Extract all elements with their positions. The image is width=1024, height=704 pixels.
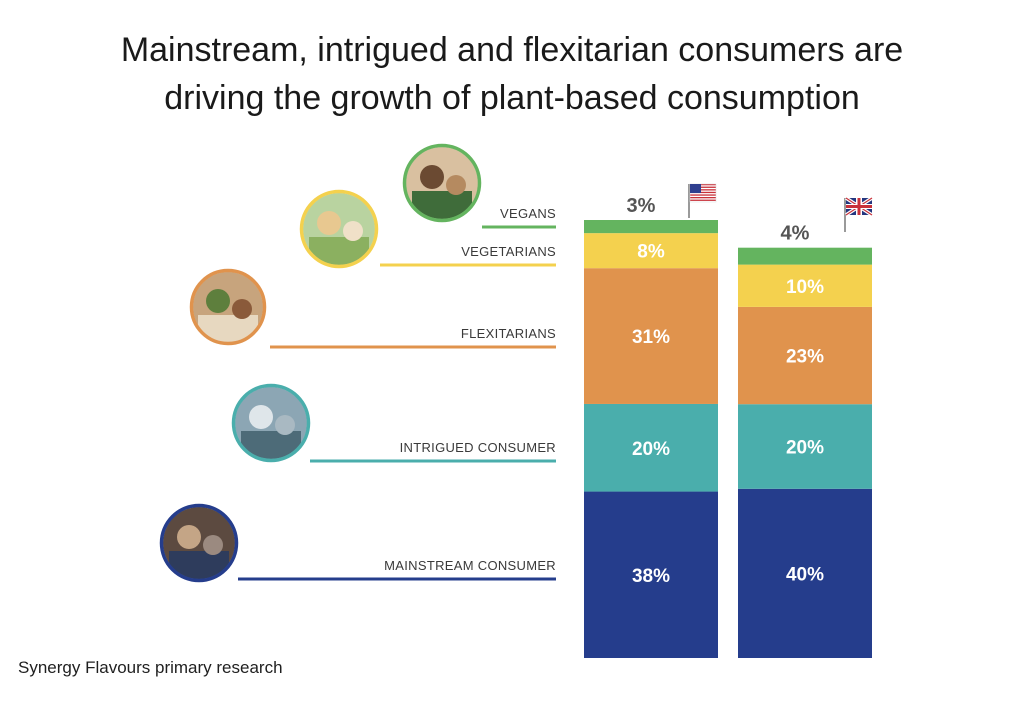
source-footnote: Synergy Flavours primary research <box>18 658 283 677</box>
bar-segment-vegans-uk <box>738 247 872 265</box>
data-label-vegans-us: 3% <box>627 195 656 217</box>
data-label-intrigued-consumer-us: 20% <box>632 439 670 460</box>
vegans-photo-icon <box>159 503 239 583</box>
vegetarians-photo-icon <box>231 383 311 463</box>
data-label-flexitarians-uk: 23% <box>786 347 824 368</box>
data-label-mainstream-consumer-us: 38% <box>632 566 670 587</box>
data-label-mainstream-consumer-uk: 40% <box>786 564 824 585</box>
category-label-vegans: VEGANS <box>500 206 556 221</box>
uk-flag-icon <box>844 196 873 232</box>
category-label-intrigued-consumer: INTRIGUED CONSUMER <box>400 440 556 455</box>
mainstream-consumer-photo-icon <box>402 143 482 223</box>
data-label-vegetarians-us: 8% <box>637 242 665 263</box>
chart-title-line-2: driving the growth of plant-based consum… <box>164 79 860 117</box>
data-label-vegans-uk: 4% <box>781 223 810 245</box>
data-label-intrigued-consumer-uk: 20% <box>786 438 824 459</box>
category-label-mainstream-consumer: MAINSTREAM CONSUMER <box>384 558 556 573</box>
chart-title-line-1: Mainstream, intrigued and flexitarian co… <box>120 31 904 69</box>
bar-segment-vegans-us <box>584 220 718 234</box>
bar-segment-flexitarians-us <box>584 268 718 404</box>
chart-title: Mainstream, intrigued and flexitarian co… <box>0 26 1024 122</box>
bar-segment-flexitarians-uk <box>738 306 872 405</box>
category-label-flexitarians: FLEXITARIANS <box>461 326 556 341</box>
bar-segment-intrigued-consumer-us <box>584 403 718 492</box>
flexitarians-photo-icon <box>189 268 267 346</box>
bar-segment-mainstream-consumer-us <box>584 491 718 658</box>
bar-segment-intrigued-consumer-uk <box>738 404 872 489</box>
bar-column-us <box>584 220 718 658</box>
data-label-vegetarians-uk: 10% <box>786 277 824 298</box>
bar-segment-vegetarians-us <box>584 233 718 269</box>
data-label-flexitarians-us: 31% <box>632 327 670 348</box>
bar-segment-mainstream-consumer-uk <box>738 488 872 658</box>
category-label-vegetarians: VEGETARIANS <box>461 244 556 259</box>
us-flag-icon <box>688 183 717 218</box>
intrigued-consumer-photo-icon <box>299 189 379 269</box>
bar-column-uk <box>738 247 872 658</box>
bar-segment-vegetarians-uk <box>738 264 872 307</box>
